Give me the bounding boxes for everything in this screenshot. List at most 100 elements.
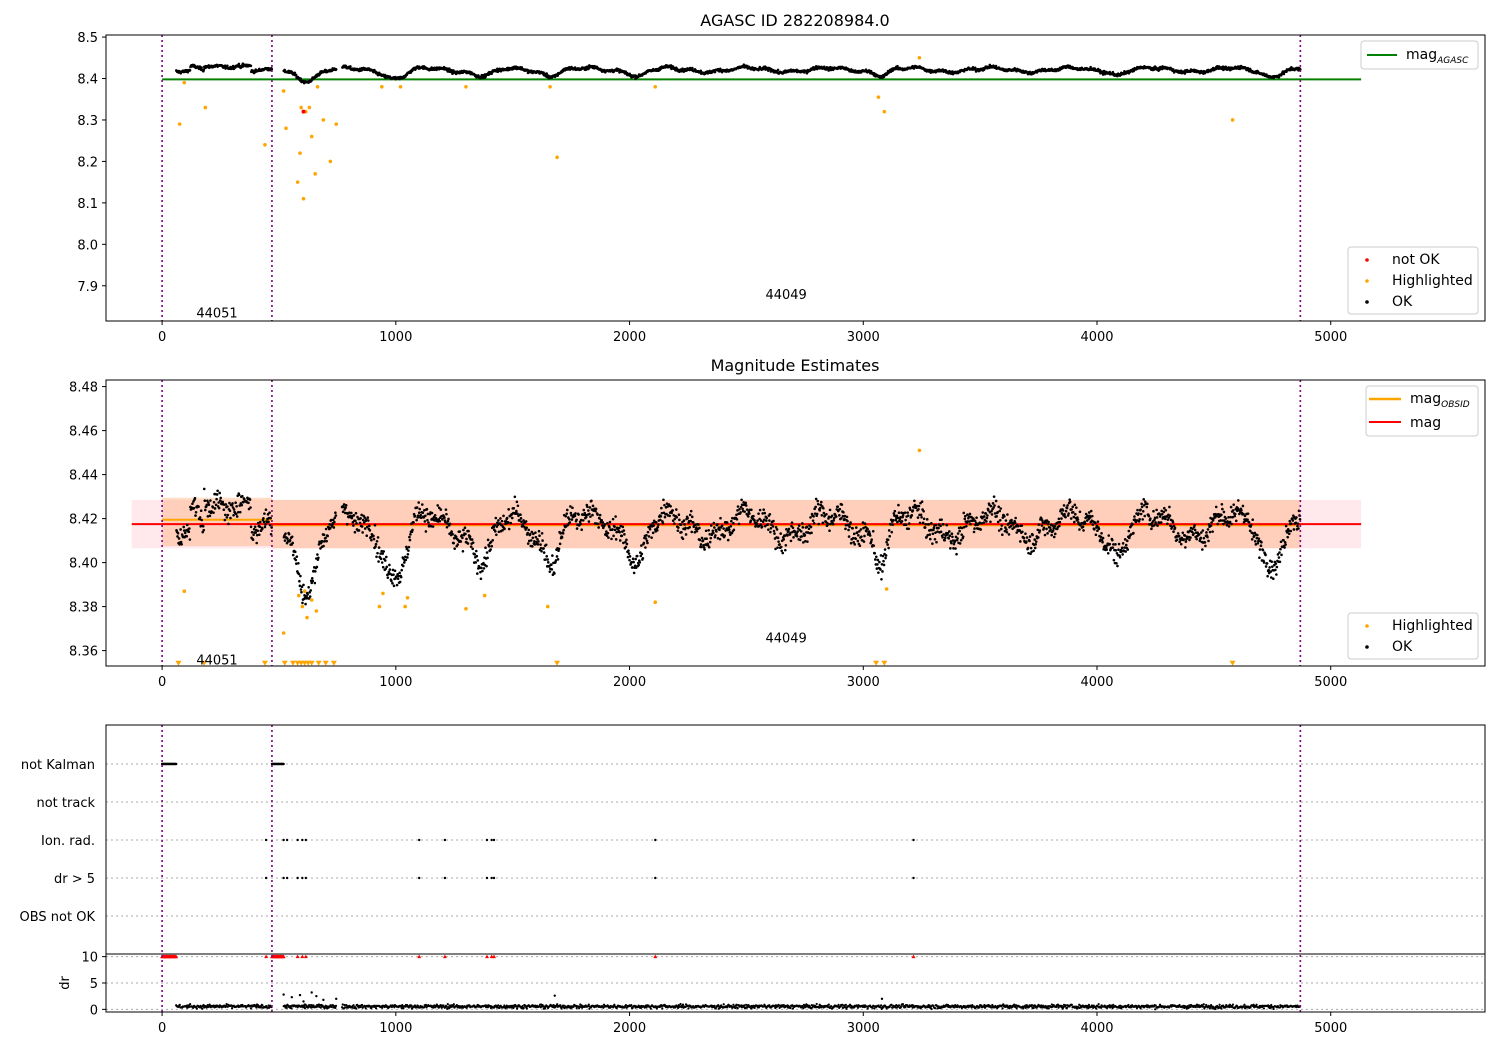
ok-point [1155, 508, 1158, 512]
ok-point [1117, 548, 1120, 552]
ok-point [383, 559, 387, 562]
ok-point [384, 567, 388, 571]
ok-point [1112, 558, 1116, 562]
uncertainty-band [162, 497, 272, 547]
ok-point [815, 512, 819, 516]
ok-point [743, 510, 746, 513]
ok-point [564, 514, 568, 518]
ok-point [1250, 538, 1254, 541]
ok-point [261, 527, 264, 530]
ok-point [987, 509, 990, 512]
ok-point [1045, 527, 1048, 531]
ok-point [966, 513, 969, 516]
ok-point [345, 522, 349, 526]
ok-point [917, 504, 921, 508]
ok-point [359, 517, 362, 520]
highlighted-point [545, 604, 550, 609]
ok-point [298, 584, 302, 588]
panel1-title: AGASC ID 282208984.0 [700, 11, 889, 30]
ok-point [386, 576, 390, 579]
dr-point [195, 1007, 198, 1010]
ok-point [426, 512, 430, 516]
ok-point [396, 577, 400, 581]
ok-point [832, 519, 835, 522]
ok-point [712, 531, 715, 535]
ok-point [240, 503, 244, 507]
ok-point [1282, 538, 1285, 542]
flag-point [285, 838, 289, 842]
highlighted-point [328, 159, 333, 164]
ok-point [969, 522, 972, 526]
ok-point [1048, 526, 1052, 529]
ok-point [1283, 540, 1287, 544]
ok-point [875, 555, 878, 559]
dr-point [192, 1006, 195, 1010]
ok-point [617, 526, 621, 530]
ok-point [486, 556, 489, 560]
ok-point [370, 538, 373, 542]
ok-point [363, 527, 367, 530]
ok-point [1211, 530, 1214, 533]
legend-ok: OK [1392, 294, 1413, 310]
ok-point [934, 531, 937, 534]
ok-point [1051, 529, 1055, 532]
ok-point [899, 515, 902, 519]
ok-point [828, 529, 831, 533]
ok-point [407, 549, 410, 552]
ok-point [551, 554, 554, 557]
ok-point [873, 558, 877, 561]
ok-point [1221, 507, 1224, 511]
ok-point [507, 508, 510, 511]
ok-point [444, 520, 447, 524]
ok-point [1060, 512, 1064, 515]
ok-point [530, 530, 534, 534]
ok-point [913, 499, 916, 503]
ok-point [1139, 508, 1142, 511]
ok-point [1279, 547, 1282, 551]
ok-point [956, 537, 959, 540]
ok-point [1150, 527, 1153, 531]
ok-point [992, 495, 996, 498]
ok-point [879, 568, 882, 571]
ok-point [322, 533, 326, 537]
ok-point [694, 523, 697, 527]
dr-point [206, 1003, 209, 1007]
ok-point [1242, 512, 1245, 516]
ok-point [745, 508, 749, 511]
ok-point [571, 506, 574, 510]
highlighted-point [309, 598, 314, 602]
ok-point [660, 506, 663, 510]
ok-point [496, 521, 499, 525]
ok-point [1243, 514, 1247, 518]
highlighted-point [307, 105, 312, 110]
ok-point [651, 522, 654, 525]
ok-point [1111, 538, 1114, 542]
ok-point [671, 519, 675, 523]
ok-point [796, 527, 800, 530]
ok-point [1278, 551, 1281, 554]
ok-point [625, 542, 629, 546]
ok-point [1005, 528, 1008, 531]
ok-point [1051, 524, 1054, 527]
ok-point [924, 522, 927, 526]
ok-point [708, 540, 712, 544]
flag-row-label: Ion. rad. [41, 834, 95, 849]
ok-point [377, 546, 381, 549]
ok-point [297, 572, 301, 576]
ok-point [1192, 532, 1195, 535]
ok-point [624, 540, 627, 544]
ok-point [355, 522, 358, 525]
ok-point [565, 508, 569, 512]
ok-point [1277, 556, 1281, 559]
ok-point [906, 511, 909, 514]
ok-point [1124, 543, 1128, 547]
ok-point [606, 522, 609, 525]
ok-point [291, 553, 295, 557]
ok-point [1089, 65, 1092, 69]
ok-point [433, 513, 437, 517]
ok-point [891, 519, 895, 522]
ok-point [201, 530, 205, 534]
ok-point [570, 518, 574, 521]
ok-point [1078, 510, 1082, 514]
ok-point [1087, 517, 1090, 521]
